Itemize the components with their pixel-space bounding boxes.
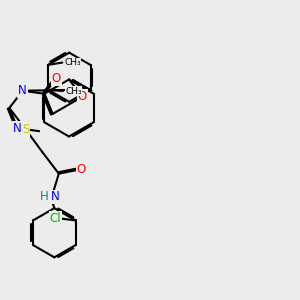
Text: N: N — [50, 190, 59, 203]
Text: N: N — [13, 122, 22, 135]
Text: O: O — [77, 163, 86, 176]
Text: O: O — [78, 90, 87, 103]
Text: CH₃: CH₃ — [64, 58, 81, 67]
Text: Cl: Cl — [50, 212, 61, 225]
Text: O: O — [52, 72, 61, 85]
Text: H: H — [40, 190, 49, 203]
Text: CH₃: CH₃ — [65, 87, 82, 96]
Text: N: N — [18, 84, 27, 97]
Text: S: S — [22, 123, 29, 136]
